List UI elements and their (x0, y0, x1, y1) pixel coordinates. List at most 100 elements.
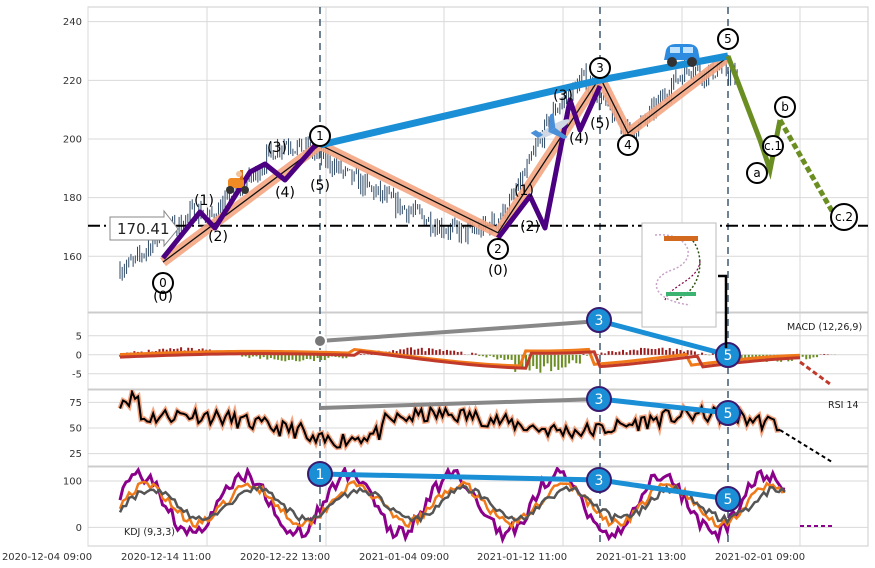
x-tick-label: 2021-01-21 13:00 (596, 552, 686, 563)
divergence-marker-label: 1 (316, 467, 325, 483)
panel-frames (87, 6, 869, 547)
x-tick-label: 2020-12-14 11:00 (121, 552, 211, 563)
wave-label-1-circle (309, 125, 331, 147)
subwave-label: (3) (267, 140, 287, 156)
y-tick-label: 25 (69, 449, 82, 460)
macd-projection (799, 360, 831, 386)
wave-overlay (88, 52, 868, 267)
wave-label-3: 3 (596, 61, 604, 75)
divergence-marker (715, 342, 741, 368)
subwave-label: (4) (569, 131, 589, 147)
divergence-marker-label: 5 (724, 348, 733, 364)
macd-legend: MACD (12,26,9) (787, 322, 862, 333)
rsi-line (119, 390, 781, 449)
wave-label-2: 2 (494, 242, 502, 256)
wave-label-5: 5 (724, 32, 732, 46)
wave-label-0: 0 (159, 276, 167, 290)
divergence-marker-label: 5 (724, 492, 733, 508)
callout-arrow (718, 274, 728, 348)
car-icon (664, 44, 700, 67)
y-tick-label: 0 (76, 350, 82, 361)
axis-ticks: 2020-12-04 09:00 2020-12-14 11:00 2020-12-… (2, 17, 805, 563)
subwave-2 (496, 84, 603, 240)
divergence-marker (586, 467, 612, 493)
divergence-marker-label: 3 (595, 392, 604, 408)
wave-label-5-circle (717, 28, 739, 50)
x-tick-label: 2020-12-04 09:00 (2, 552, 92, 563)
macd-divergence-blue (599, 318, 729, 358)
subwave-label: (0) (153, 289, 173, 305)
subwave-label: (4) (275, 185, 295, 201)
rsi-divergence-blue (599, 396, 729, 416)
wave-label-c.2: c.2 (835, 210, 853, 224)
airplane-icon (530, 112, 570, 140)
wave-label-c.1-circle (762, 135, 784, 157)
subwave-label: (5) (310, 178, 330, 194)
wave-label-4: 4 (624, 138, 632, 152)
wave-label-2-circle (487, 238, 509, 260)
divergence-marker (715, 486, 741, 512)
y-tick-label: 100 (63, 476, 82, 487)
divergence-marker-label: 5 (724, 406, 733, 422)
wave-label-3-circle (589, 57, 611, 79)
y-tick-label: 240 (63, 17, 82, 28)
macd-start-dot (313, 334, 327, 348)
subwave-1 (161, 138, 322, 260)
x-tick-label: 2021-01-04 09:00 (359, 552, 449, 563)
reference-value-label: 170.41 (117, 220, 170, 238)
divergence-marker-label: 3 (595, 473, 604, 489)
wave-label-b: b (781, 100, 789, 114)
subwave-label: (2) (520, 219, 540, 235)
wave-label-c.1: c.1 (764, 139, 782, 153)
wave-label-b-circle (774, 96, 796, 118)
divergence-lines: 3 5 3 5 1 3 5 (307, 307, 741, 512)
subwave-label: (1) (514, 183, 534, 199)
divergence-marker-label: 3 (595, 313, 604, 329)
divergence-marker (307, 461, 333, 487)
trend-line (319, 52, 729, 149)
rsi-legend: RSI 14 (828, 400, 859, 411)
projection-line (777, 118, 843, 227)
arrow-label: 170.41 (109, 209, 179, 248)
kdj-j-line (118, 467, 786, 545)
y-tick-label: 200 (63, 134, 82, 145)
y-tick-label: -5 (72, 369, 82, 380)
wave-label-1: 1 (316, 129, 324, 143)
divergence-marker (586, 307, 612, 333)
rsi-series (117, 390, 833, 463)
subwave-label: (3) (553, 88, 573, 104)
kdj-legend: KDJ (9,3,3) (124, 527, 175, 538)
wave-label-0-circle (152, 272, 174, 294)
wave-label-4-circle (617, 134, 639, 156)
subwave-label: (2) (208, 229, 228, 245)
wave-line (162, 56, 729, 263)
scooter-icon (226, 170, 249, 194)
y-tick-label: 5 (76, 331, 82, 342)
wave-label-a: a (753, 166, 760, 180)
y-tick-label: 75 (69, 398, 82, 409)
event-lines (319, 7, 729, 546)
y-tick-label: 180 (63, 193, 82, 204)
y-tick-label: 220 (63, 76, 82, 87)
macd-signal-line (119, 350, 801, 370)
y-tick-label: 0 (76, 523, 82, 534)
subwave-label: (0) (488, 263, 508, 279)
y-tick-label: 160 (63, 252, 82, 263)
divergence-marker (715, 400, 741, 426)
subwave-label: (1) (194, 193, 214, 209)
wave-label-c.2-circle (830, 203, 858, 231)
price-panel (87, 6, 869, 313)
macd-series (119, 347, 836, 386)
rsi-projection (779, 429, 833, 463)
x-tick-label: 2020-12-22 13:00 (240, 552, 330, 563)
subwave-label: (5) (590, 116, 610, 132)
x-tick-label: 2021-02-01 09:00 (715, 552, 805, 563)
rsi-divergence-gray (319, 397, 601, 410)
x-tick-label: 2021-01-12 11:00 (477, 552, 567, 563)
wave-label-a-circle (746, 162, 768, 184)
macd-divergence-gray (319, 319, 601, 343)
y-tick-label: 50 (69, 424, 82, 435)
inset-figure (641, 222, 717, 328)
